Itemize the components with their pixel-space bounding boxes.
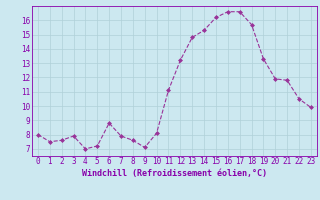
X-axis label: Windchill (Refroidissement éolien,°C): Windchill (Refroidissement éolien,°C): [82, 169, 267, 178]
